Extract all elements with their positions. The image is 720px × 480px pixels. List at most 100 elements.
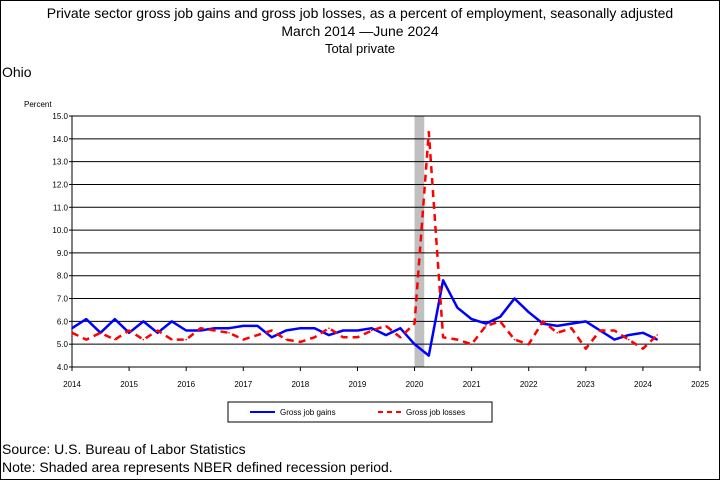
- series-1-point-38: [613, 329, 616, 332]
- x-tick-label-11: 2025: [691, 380, 709, 389]
- x-tick-label-7: 2021: [463, 380, 481, 389]
- series-1-point-33: [542, 320, 544, 323]
- chart-header: Private sector gross job gains and gross…: [0, 4, 720, 58]
- recession-shading: [414, 116, 425, 367]
- x-tick-label-0: 2014: [63, 380, 81, 389]
- series-1-point-10: [213, 329, 216, 332]
- series-0-point-16: [299, 327, 302, 330]
- y-tick-label-0: 4.0: [57, 363, 69, 372]
- series-0-point-25: [428, 354, 430, 357]
- chart-series-label: Total private: [324, 41, 396, 56]
- series-1-point-8: [185, 338, 187, 341]
- chart-subtitle: March 2014 —June 2024: [281, 23, 439, 39]
- state-label: Ohio: [2, 64, 32, 80]
- series-0-point-4: [128, 331, 130, 334]
- series-1-point-20: [356, 336, 359, 339]
- y-tick-label-10: 14.0: [52, 135, 68, 144]
- series-1-point-11: [228, 331, 230, 334]
- series-0-point-32: [527, 311, 530, 314]
- series-line-1: [71, 130, 659, 350]
- series-0-point-6: [156, 331, 159, 334]
- series-0-point-13: [256, 325, 259, 327]
- series-1-point-26: [442, 336, 444, 339]
- y-tick-label-3: 7.0: [57, 295, 69, 304]
- series-0-point-19: [342, 329, 344, 332]
- x-tick-label-6: 2020: [406, 380, 424, 389]
- series-0-point-35: [570, 322, 573, 325]
- series-0-point-28: [470, 318, 473, 320]
- series-1-point-3: [114, 338, 116, 341]
- series-1-point-30: [499, 320, 501, 323]
- y-tick-label-2: 6.0: [57, 317, 69, 326]
- y-tick-label-5: 9.0: [57, 249, 69, 258]
- series-0-point-17: [313, 327, 316, 330]
- x-tick-label-5: 2019: [349, 380, 367, 389]
- y-tick-label-1: 5.0: [57, 340, 69, 349]
- series-0-point-0: [71, 327, 73, 330]
- chart-canvas: Percent 4.0 5.0 6.0 7.0 8.0 9.0 10.0 11.0 12.0 13…: [24, 100, 709, 423]
- y-tick-label-8: 12.0: [52, 180, 68, 189]
- legend-box: [227, 401, 493, 423]
- series-0-point-34: [556, 325, 559, 327]
- series-0-point-22: [385, 334, 387, 336]
- series-1-point-40: [642, 347, 644, 350]
- x-tick-label-4: 2018: [291, 380, 309, 389]
- series-0-point-31: [513, 297, 516, 300]
- series-0-point-7: [171, 320, 173, 323]
- series-1-point-27: [456, 338, 459, 341]
- x-tick-label-3: 2017: [234, 380, 252, 389]
- series-1-point-1: [85, 338, 88, 341]
- y-axis-label: Percent: [24, 100, 52, 109]
- series-0-point-1: [85, 318, 88, 320]
- legend-label-0: Gross job gains: [280, 408, 336, 417]
- series-1-point-24: [413, 322, 416, 325]
- recession-note: Note: Shaded area represents NBER define…: [2, 459, 393, 475]
- x-tick-label-1: 2015: [120, 380, 138, 389]
- series-0-point-15: [285, 329, 287, 332]
- series-0-point-12: [242, 325, 245, 327]
- series-0-point-26: [442, 279, 444, 282]
- series-1-point-28: [470, 343, 473, 345]
- series-1-point-25: [428, 131, 430, 133]
- series-1-point-14: [271, 329, 273, 332]
- legend-label-1: Gross job losses: [406, 408, 465, 417]
- series-0-point-30: [499, 316, 501, 318]
- series-1-point-34: [556, 331, 559, 334]
- y-tick-label-6: 10.0: [52, 226, 68, 235]
- x-tick-label-2: 2016: [177, 380, 195, 389]
- plot-area: 4.0 5.0 6.0 7.0 8.0 9.0 10.0 11.0 12.0 13.0 14.0 15…: [52, 112, 709, 389]
- series-0-point-21: [370, 327, 373, 330]
- series-1-point-7: [171, 338, 173, 341]
- series-0-point-18: [328, 334, 330, 336]
- series-0-point-23: [399, 327, 402, 330]
- series-1-point-29: [485, 325, 487, 327]
- series-1-point-32: [527, 343, 530, 345]
- series-0-point-39: [627, 334, 630, 336]
- series-1-point-5: [142, 338, 145, 341]
- series-0-point-11: [228, 327, 230, 330]
- series-1-point-23: [399, 336, 402, 339]
- series-1-point-19: [342, 336, 344, 339]
- series-0-point-36: [585, 320, 587, 323]
- series-1-point-35: [570, 327, 573, 330]
- series-1-point-0: [71, 331, 73, 334]
- x-tick-label-10: 2024: [634, 380, 652, 389]
- series-0-point-40: [642, 331, 644, 334]
- y-tick-label-4: 8.0: [57, 272, 69, 281]
- x-tick-label-9: 2023: [577, 380, 595, 389]
- series-1-point-41: [656, 334, 658, 336]
- series-1-point-22: [385, 325, 387, 327]
- series-0-point-5: [142, 320, 145, 323]
- source-note: Source: U.S. Bureau of Labor Statistics: [2, 441, 246, 457]
- series-1-point-4: [128, 329, 130, 332]
- series-1-point-31: [513, 338, 516, 341]
- series-1-point-2: [99, 331, 102, 334]
- chart-title: Private sector gross job gains and gross…: [46, 5, 674, 21]
- series-0-point-29: [485, 322, 487, 325]
- series-0-point-24: [413, 343, 416, 345]
- series-1-point-17: [313, 336, 316, 339]
- series-0-point-14: [271, 336, 273, 339]
- series-1-point-39: [627, 338, 630, 341]
- y-tick-label-7: 11.0: [53, 203, 69, 212]
- series-0-point-20: [356, 329, 359, 332]
